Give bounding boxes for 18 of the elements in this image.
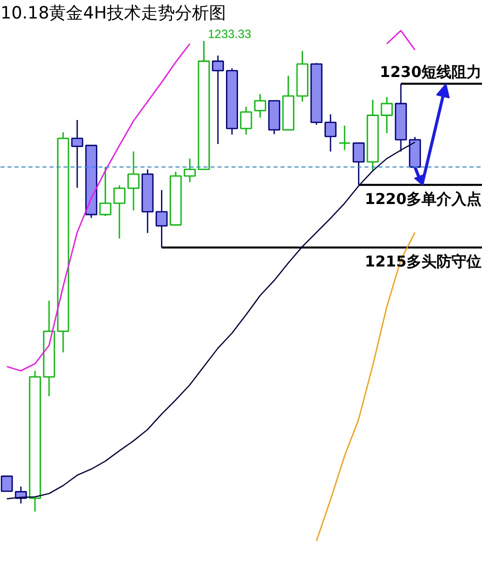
candlestick bbox=[156, 189, 168, 248]
annotation: 1233.33 bbox=[208, 26, 252, 41]
candlestick bbox=[99, 166, 112, 217]
candlestick bbox=[212, 54, 224, 145]
candlestick bbox=[254, 93, 266, 118]
candlestick bbox=[0, 476, 13, 492]
candlestick bbox=[338, 125, 351, 151]
chart-title: 10.18黄金4H技术走势分析图 bbox=[0, 4, 226, 24]
candlestick bbox=[113, 184, 126, 240]
candlestick bbox=[71, 119, 84, 188]
candlestick bbox=[127, 150, 140, 211]
ref-line-label: 1220多单介入点 bbox=[364, 190, 482, 208]
ref-line-label: 1230短线阻力 bbox=[380, 62, 482, 81]
candlestick bbox=[380, 96, 393, 134]
candlestick bbox=[240, 106, 252, 136]
candlestick bbox=[184, 158, 196, 183]
candlestick bbox=[352, 142, 365, 186]
candlestick bbox=[324, 114, 337, 152]
